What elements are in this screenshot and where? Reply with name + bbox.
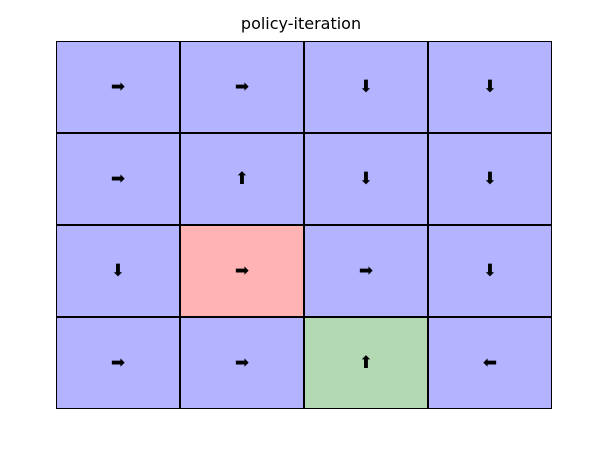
- arrow-right-icon: ➡: [234, 76, 250, 97]
- arrow-right-icon: ➡: [358, 260, 374, 281]
- grid-cell-hole: ➡: [181, 226, 303, 316]
- arrow-down-icon: ⬇: [482, 76, 498, 97]
- arrow-right-icon: ➡: [110, 76, 126, 97]
- arrow-down-icon: ⬇: [482, 260, 498, 281]
- grid-cell-normal: ➡: [57, 134, 179, 224]
- grid-cell-normal: ➡: [181, 42, 303, 132]
- diagram-title: policy-iteration: [240, 14, 362, 33]
- policy-grid: ➡ ➡ ⬇ ⬇ ➡ ⬆ ⬇ ⬇ ⬇ ➡ ➡ ⬇ ➡ ➡ ⬆ ⬅: [56, 41, 552, 409]
- grid-cell-normal: ➡: [305, 226, 427, 316]
- grid-cell-normal: ⬅: [429, 318, 551, 408]
- grid-cell-normal: ⬇: [305, 42, 427, 132]
- arrow-right-icon: ➡: [110, 168, 126, 189]
- grid-cell-goal: ⬆: [305, 318, 427, 408]
- grid-cell-normal: ⬇: [57, 226, 179, 316]
- grid-cell-normal: ➡: [57, 318, 179, 408]
- arrow-down-icon: ⬇: [110, 260, 126, 281]
- grid-cell-normal: ⬇: [429, 42, 551, 132]
- arrow-right-icon: ➡: [110, 352, 126, 373]
- grid-cell-normal: ⬇: [429, 134, 551, 224]
- arrow-left-icon: ⬅: [482, 352, 498, 373]
- grid-cell-normal: ➡: [57, 42, 179, 132]
- grid-cell-normal: ⬇: [305, 134, 427, 224]
- arrow-down-icon: ⬇: [358, 168, 374, 189]
- arrow-right-icon: ➡: [234, 352, 250, 373]
- arrow-up-icon: ⬆: [234, 168, 250, 189]
- grid-cell-normal: ⬆: [181, 134, 303, 224]
- grid-cell-normal: ⬇: [429, 226, 551, 316]
- arrow-right-icon: ➡: [234, 260, 250, 281]
- arrow-up-icon: ⬆: [358, 352, 374, 373]
- arrow-down-icon: ⬇: [482, 168, 498, 189]
- arrow-down-icon: ⬇: [358, 76, 374, 97]
- grid-cell-normal: ➡: [181, 318, 303, 408]
